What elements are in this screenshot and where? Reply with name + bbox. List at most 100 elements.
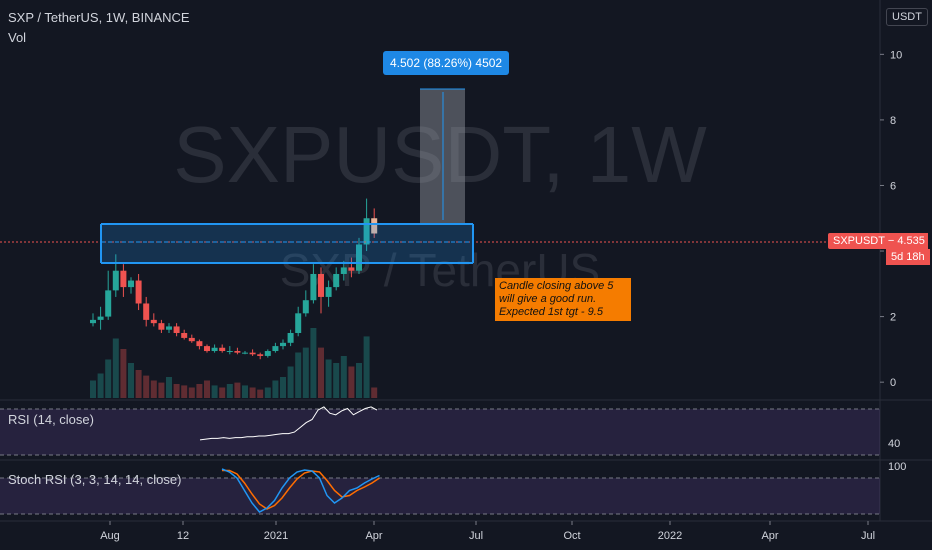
candle-body [333,273,340,288]
candle [204,344,210,353]
measure-label: 4.502 (88.26%) 4502 [383,51,510,75]
candle-body [340,267,347,274]
candle-body [196,341,203,347]
volume-bar [287,366,294,398]
candle [105,270,112,320]
candle-body [310,273,317,301]
volume-bar [173,384,180,398]
measure-tool[interactable] [420,88,465,223]
rsi-tick: 40 [888,438,900,450]
candle-body [280,342,286,347]
volume-bar [181,385,188,398]
candle-body [150,319,157,324]
candle [188,334,195,343]
candle [150,313,157,327]
candle [135,273,142,311]
candle-body [287,332,294,343]
candle-body [105,290,112,317]
support-zone[interactable] [100,223,474,264]
time-tick-label: Apr [761,530,778,542]
annotation-note[interactable]: Candle closing above 5 will give a good … [495,278,631,321]
candle-body [112,270,119,291]
volume-bar [340,356,347,398]
candle [90,313,96,327]
annotation-line-3: Expected 1st tgt - 9.5 [499,306,603,318]
time-axis[interactable]: Aug 12 2021 Apr Jul Oct 2022 Apr Jul [100,521,875,542]
candle-body [234,351,241,353]
volume-bar [356,363,362,398]
time-tick-label: 2022 [658,530,682,542]
candle-body [272,346,279,352]
time-tick-label: Jul [861,530,875,542]
stoch-rsi-label[interactable]: Stoch RSI (3, 3, 14, 14, close) [8,472,182,487]
stoch-band [0,478,880,514]
candle [264,349,271,358]
candle [249,349,256,356]
annotation-line-2: will give a good run. [499,293,597,305]
candle [112,254,119,297]
volume-bar [371,387,378,398]
price-tag-sep: − [887,235,898,247]
candle [272,342,279,353]
volume-bar [211,385,218,398]
candle [257,352,264,360]
candle-body [257,354,264,356]
price-tick-label: 8 [890,115,896,127]
volume-bar [226,384,233,398]
candle [128,277,134,294]
volume-bar [363,336,370,398]
candle [287,329,294,347]
candle-body [302,300,309,314]
candle [234,347,241,355]
candle [295,306,302,337]
volume-bar [105,359,112,398]
volume-bar [325,359,332,398]
volume-label[interactable]: Vol [8,30,27,45]
candle-body [242,352,248,354]
candle-body [188,337,195,342]
candle-body [158,323,165,330]
volume-bar [295,352,302,398]
time-tick-label: 2021 [264,530,288,542]
price-axis[interactable]: 0246810 [880,49,902,389]
volume-bar [280,377,286,398]
volume-bar [128,363,134,398]
candle-body [135,280,142,304]
candle [356,237,362,274]
candle [302,290,309,317]
currency-button[interactable]: USDT [886,8,928,26]
price-tag-value: 4.535 [897,235,925,247]
volume-bar [333,363,340,398]
price-tag: SXPUSDT − 4.535 [828,233,928,249]
candle-body [325,287,332,297]
symbol-title[interactable]: SXP / TetherUS, 1W, BINANCE [8,10,190,25]
candle [158,319,165,333]
candle [333,267,340,291]
price-tick-label: 6 [890,180,896,192]
candle-body [264,351,271,356]
volume-bar [90,380,96,398]
candle [97,306,104,330]
volume-bar [264,387,271,398]
volume-bar [257,389,264,398]
candle [219,344,226,353]
volume-bar [318,347,324,398]
candle-body [204,346,210,352]
candle [173,323,180,337]
volume-bar [97,373,104,398]
candle-body [90,319,96,324]
stoch-tick: 100 [888,461,906,473]
candle [226,346,233,355]
candle-body [371,218,378,234]
price-tick-label: 10 [890,49,902,61]
time-tick-label: Apr [365,530,382,542]
candle [318,267,324,314]
rsi-label[interactable]: RSI (14, close) [8,412,94,427]
zone-fill [101,224,473,263]
time-tick-label: 12 [177,530,189,542]
volume-bar [249,387,256,398]
candle [211,344,218,353]
candle-body [181,332,188,338]
candle-body [318,273,324,297]
